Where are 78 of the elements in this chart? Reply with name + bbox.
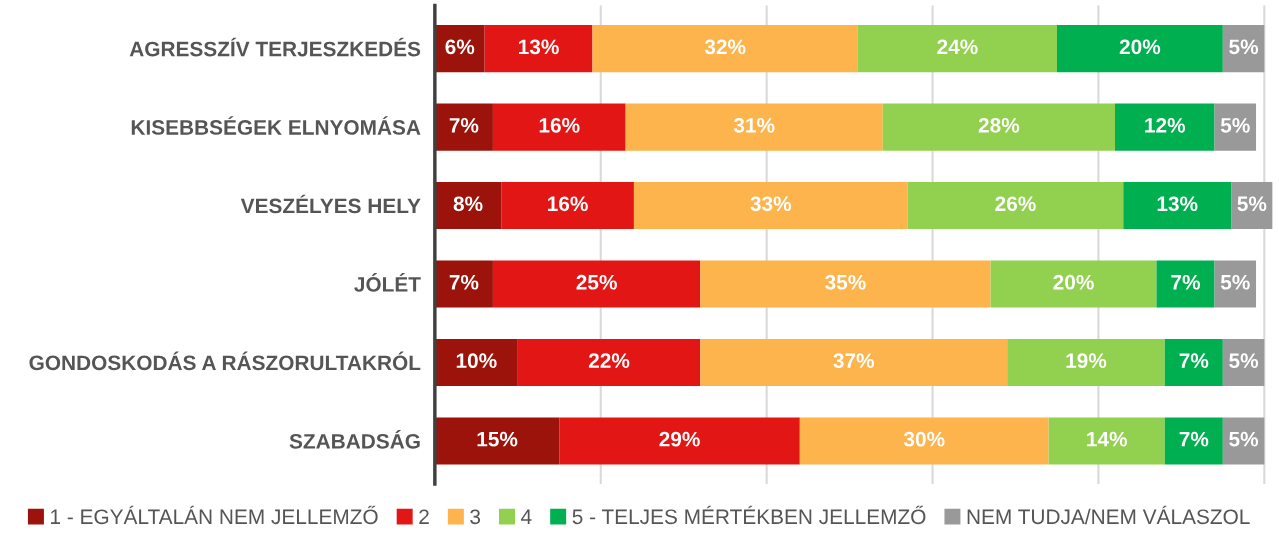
data-label: 7% <box>1171 274 1201 290</box>
bar <box>434 260 493 308</box>
legend-label: 3 <box>470 509 481 525</box>
data-label: 30% <box>903 431 945 447</box>
legend-label: 2 <box>419 509 429 524</box>
data-label: 31% <box>733 117 775 133</box>
data-label: 7% <box>449 117 479 133</box>
data-label: 25% <box>576 274 617 290</box>
bar <box>1056 25 1223 73</box>
data-label: 5% <box>1229 431 1259 447</box>
bar <box>633 182 908 230</box>
y-tick-label: VESZÉLYES HELY <box>240 194 421 214</box>
bar <box>492 260 701 308</box>
bar <box>1115 103 1215 151</box>
data-label: 6% <box>445 39 475 55</box>
bar <box>592 25 858 73</box>
data-label: 29% <box>659 431 700 447</box>
y-tick-label: KISEBBSÉGEK ELNYOMÁSA <box>131 116 421 135</box>
data-label: 5% <box>1220 117 1250 133</box>
data-label: 37% <box>833 353 875 369</box>
legend-label: 1 - EGYÁLTALÁN NEM JELLEMZŐ <box>51 505 378 525</box>
data-label: 28% <box>978 117 1020 133</box>
data-label: 35% <box>825 274 866 290</box>
data-label: 7% <box>1179 353 1209 369</box>
legend-label: NEM TUDJA/NEM VÁLASZOL <box>967 505 1250 525</box>
data-label: 5% <box>1237 196 1267 212</box>
y-tick-label: JÓLÉT <box>354 273 421 292</box>
bar <box>857 25 1057 73</box>
bar <box>700 338 1008 387</box>
data-label: 12% <box>1145 117 1186 133</box>
bar <box>1164 338 1223 387</box>
data-label: 14% <box>1087 431 1128 447</box>
bar <box>559 417 800 465</box>
data-label: 33% <box>750 196 792 212</box>
data-label: 10% <box>456 353 497 369</box>
y-tick-label: SZABADSÁG <box>289 430 420 449</box>
data-label: 8% <box>453 196 483 212</box>
bar <box>434 182 502 230</box>
data-label: 13% <box>1157 196 1198 212</box>
data-label: 16% <box>539 117 580 133</box>
data-label: 24% <box>937 39 978 55</box>
bar <box>1007 338 1165 387</box>
bar <box>882 103 1116 151</box>
data-label: 5% <box>1220 274 1250 290</box>
data-label: 7% <box>449 274 479 290</box>
bar <box>625 103 883 151</box>
y-tick-label: AGRESSZÍV TERJESZKEDÉS <box>129 37 421 57</box>
data-label: 13% <box>519 39 559 55</box>
bar <box>501 182 634 230</box>
bar <box>1156 260 1215 308</box>
data-label: 5% <box>1229 39 1259 55</box>
bar <box>907 182 1124 230</box>
data-label: 22% <box>588 353 630 369</box>
bar <box>492 103 626 151</box>
bar <box>1048 417 1165 465</box>
data-label: 20% <box>1119 39 1161 55</box>
bar <box>1214 260 1257 308</box>
data-label: 19% <box>1066 353 1107 369</box>
bar <box>1123 182 1232 230</box>
bar <box>799 417 1049 465</box>
data-label: 7% <box>1179 431 1209 447</box>
bar <box>700 260 991 308</box>
data-label: 16% <box>548 196 588 212</box>
legend-label: 5 - TELJES MÉRTÉKBEN JELLEMZŐ <box>572 505 926 525</box>
data-label: 5% <box>1229 353 1259 369</box>
bar <box>434 417 560 465</box>
bar <box>990 260 1157 308</box>
y-tick-label: GONDOSKODÁS A RÁSZORULTAKRÓL <box>29 351 421 371</box>
bar <box>434 103 493 151</box>
data-label: 15% <box>477 431 518 447</box>
bar <box>434 338 518 387</box>
data-label: 20% <box>1053 274 1094 290</box>
data-label: 32% <box>704 39 746 55</box>
data-label: 26% <box>995 196 1036 212</box>
legend-label: 4 <box>521 509 532 524</box>
bar <box>484 25 593 73</box>
bar <box>1164 417 1223 465</box>
bar <box>517 338 701 387</box>
